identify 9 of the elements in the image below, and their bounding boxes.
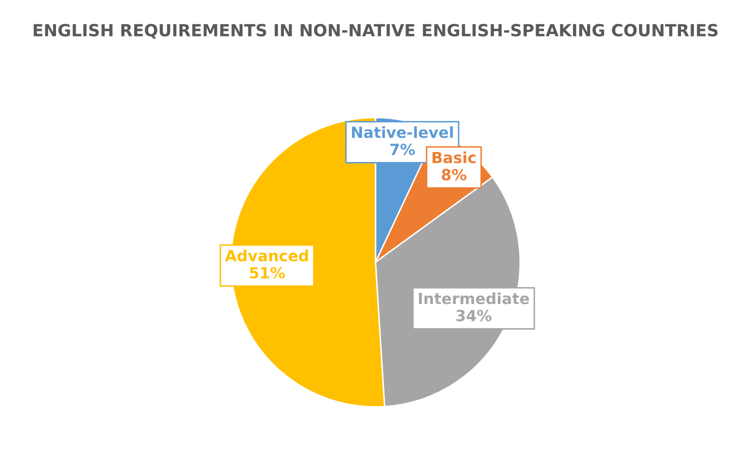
slice-label: Intermediate: [418, 292, 530, 304]
slice-label: Native-level: [352, 126, 453, 138]
data-label: 51%: [250, 267, 285, 279]
data-label: 34%: [456, 310, 492, 322]
slice-label: Advanced: [225, 250, 308, 262]
data-label: 7%: [390, 144, 415, 156]
chart-title: ENGLISH REQUIREMENTS IN NON-NATIVE ENGLISH-SPEAKING COUNTRIES: [34, 24, 718, 39]
data-label: 8%: [442, 168, 466, 180]
slice-label: Basic: [432, 151, 476, 164]
